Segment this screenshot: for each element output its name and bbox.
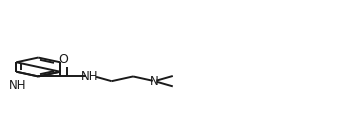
- Text: NH: NH: [9, 79, 27, 92]
- Text: NH: NH: [81, 70, 99, 83]
- Text: O: O: [59, 53, 68, 66]
- Text: N: N: [150, 75, 159, 88]
